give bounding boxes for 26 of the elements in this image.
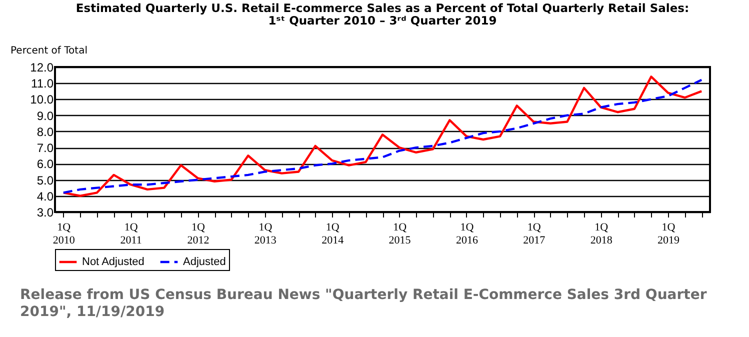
y-tick-label: 6.0 (36, 157, 54, 172)
chart-subtitle: 1ˢᵗ Quarter 2010 – 3ʳᵈ Quarter 2019 (268, 14, 497, 28)
x-tick-label: 1Q 2017 (523, 222, 546, 246)
y-tick-label: 3.0 (36, 206, 54, 220)
x-tick-label: 1Q 2010 (52, 222, 76, 246)
x-tick-label: 1Q 2016 (456, 222, 478, 246)
x-tick-label: 1Q 2018 (590, 222, 613, 246)
x-tick-label: 1Q 2011 (120, 222, 142, 246)
y-tick-label: 9.0 (36, 108, 54, 123)
x-tick-label: 1Q 2019 (658, 222, 680, 246)
chart-title: Estimated Quarterly U.S. Retail E-commerce Sales as a Percent of Total Quarterly Retail Sales: (76, 1, 690, 15)
y-tick-label: 11.0 (31, 76, 54, 91)
y-tick-label: 10.0 (30, 92, 54, 107)
y-tick-label: 5.0 (36, 173, 54, 188)
y-tick-label: 4.0 (36, 189, 54, 204)
legend-label: Adjusted (183, 256, 226, 268)
x-tick-label: 1Q 2012 (187, 222, 210, 246)
x-tick-label: 1Q 2014 (322, 222, 344, 246)
y-tick-label: 12.0 (30, 60, 54, 74)
y-tick-label: 8.0 (36, 124, 54, 139)
legend-label: Not Adjusted (82, 256, 144, 268)
y-axis-title: Percent of Total (10, 46, 88, 56)
x-tick-label: 1Q 2013 (254, 222, 277, 246)
text: Release from US Census Bureau News "Quarterly Retail E-Commerce Sales 3rd Quarter 2019", 11/19/2019 (20, 287, 708, 321)
y-tick-label: 7.0 (36, 141, 54, 156)
x-tick-label: 1Q 2015 (388, 222, 412, 246)
